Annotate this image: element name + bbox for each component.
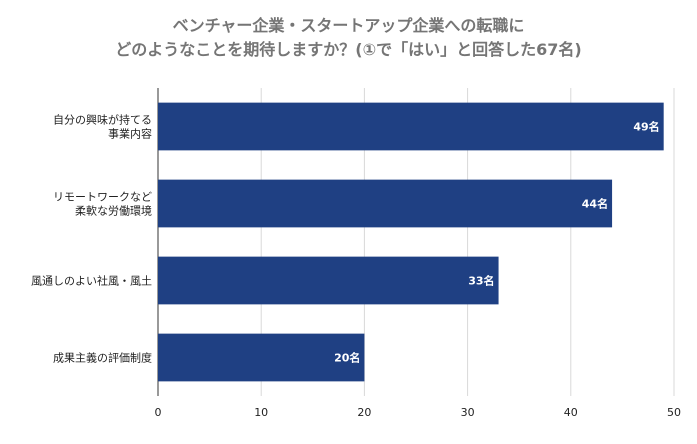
category-labels: 自分の興味が持てる事業内容リモートワークなど柔軟な労働環境風通しのよい社風・風土… <box>31 113 152 365</box>
data-label: 20名 <box>334 351 360 365</box>
bars <box>158 102 664 382</box>
x-tick-label: 30 <box>461 406 475 419</box>
bar <box>158 102 664 151</box>
x-tick-label: 10 <box>254 406 268 419</box>
bar <box>158 179 613 228</box>
x-tick-label: 0 <box>155 406 162 419</box>
category-label: リモートワークなど <box>53 191 152 204</box>
x-tick-label: 50 <box>667 406 681 419</box>
category-label: 成果主義の評価制度 <box>53 351 152 365</box>
data-labels: 49名 44名 33名 20名 <box>334 120 660 365</box>
chart-title-line-2: どのようなことを期待しますか？(①で「はい」と回答した67名) <box>115 40 582 59</box>
data-label: 33名 <box>468 274 494 288</box>
x-tick-labels: 0 10 20 30 40 50 <box>155 406 682 419</box>
chart-title: ベンチャー企業・スタートアップ企業への転職に どのようなことを期待しますか？(①… <box>0 14 697 62</box>
x-tick-label: 20 <box>357 406 371 419</box>
bar <box>158 333 365 382</box>
chart-title-line-1: ベンチャー企業・スタートアップ企業への転職に <box>172 16 525 35</box>
category-label: 事業内容 <box>108 127 152 141</box>
category-label: 自分の興味が持てる <box>53 113 152 127</box>
data-label: 44名 <box>582 197 608 211</box>
data-label: 49名 <box>633 120 659 134</box>
x-tick-label: 40 <box>564 406 578 419</box>
bar <box>158 256 499 305</box>
category-label: 柔軟な労働環境 <box>75 204 152 218</box>
category-label: 風通しのよい社風・風土 <box>31 274 152 288</box>
